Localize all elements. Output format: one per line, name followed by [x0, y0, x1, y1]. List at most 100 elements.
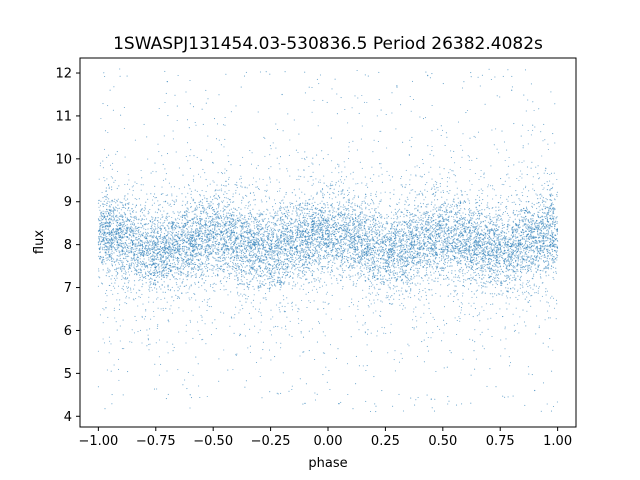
- data-point: [391, 231, 393, 233]
- data-point: [125, 272, 127, 274]
- data-point: [392, 288, 394, 290]
- data-point: [272, 209, 275, 211]
- data-point: [268, 225, 270, 227]
- data-point: [270, 277, 272, 279]
- data-point: [172, 242, 174, 244]
- data-point: [340, 261, 342, 264]
- data-point: [445, 224, 447, 227]
- data-point: [319, 230, 322, 232]
- data-point: [227, 245, 230, 247]
- data-point: [483, 248, 485, 250]
- data-point: [529, 284, 531, 287]
- data-point: [334, 235, 336, 238]
- data-point: [105, 187, 107, 189]
- data-point: [484, 246, 486, 248]
- data-point: [458, 270, 460, 272]
- data-point: [166, 194, 169, 196]
- data-point: [219, 260, 221, 262]
- data-point: [258, 274, 260, 276]
- data-point: [292, 256, 294, 258]
- data-point: [455, 233, 457, 235]
- data-point: [464, 250, 466, 252]
- data-point: [382, 278, 384, 280]
- data-point: [103, 217, 105, 219]
- data-point: [267, 260, 269, 263]
- data-point: [288, 271, 290, 273]
- data-point: [249, 258, 251, 260]
- data-point: [147, 232, 149, 234]
- data-point: [117, 216, 119, 218]
- data-point: [322, 242, 324, 244]
- data-point: [315, 240, 317, 242]
- data-point: [555, 267, 557, 269]
- data-point: [413, 239, 416, 241]
- data-point: [279, 239, 281, 241]
- data-point: [163, 267, 165, 270]
- data-point: [277, 244, 279, 246]
- data-point: [524, 238, 526, 240]
- data-point: [272, 276, 274, 278]
- data-point: [239, 240, 242, 242]
- data-point: [489, 216, 491, 218]
- data-point: [366, 239, 368, 241]
- data-point: [493, 228, 496, 230]
- data-point: [361, 211, 363, 213]
- data-point: [135, 228, 137, 230]
- data-point: [319, 286, 321, 289]
- data-point: [526, 240, 528, 242]
- data-point: [448, 265, 450, 267]
- data-point: [151, 224, 153, 226]
- data-point: [394, 286, 396, 288]
- data-point: [458, 219, 460, 222]
- data-point: [443, 257, 445, 259]
- data-point: [514, 267, 516, 269]
- data-point: [198, 267, 201, 269]
- data-point: [516, 262, 518, 264]
- data-point: [286, 207, 288, 209]
- data-point: [436, 228, 438, 230]
- data-point: [497, 251, 499, 253]
- data-point: [102, 236, 104, 238]
- data-point: [525, 250, 527, 252]
- data-point: [306, 243, 308, 245]
- data-point: [516, 255, 518, 257]
- data-point: [398, 267, 400, 269]
- data-point: [404, 265, 406, 267]
- data-point: [427, 231, 429, 233]
- data-point: [209, 220, 212, 223]
- data-point: [212, 236, 214, 238]
- data-point: [199, 224, 201, 226]
- data-point: [342, 263, 344, 265]
- data-point: [128, 238, 130, 240]
- data-point: [238, 259, 240, 261]
- data-point: [199, 194, 201, 196]
- data-point: [152, 254, 154, 256]
- data-point: [340, 279, 342, 281]
- data-point: [501, 224, 504, 226]
- data-point: [506, 229, 508, 231]
- data-point: [426, 255, 428, 257]
- data-point: [245, 237, 247, 239]
- data-point: [272, 222, 274, 224]
- data-point: [131, 227, 133, 229]
- data-point: [276, 282, 278, 284]
- data-point: [301, 226, 303, 228]
- data-point: [272, 206, 274, 208]
- data-point: [304, 263, 306, 265]
- data-point: [198, 201, 200, 203]
- data-point: [341, 288, 344, 290]
- data-point: [234, 235, 236, 237]
- data-point: [410, 189, 412, 191]
- data-point: [507, 245, 509, 247]
- data-point: [200, 253, 202, 255]
- data-point: [318, 259, 320, 261]
- data-point: [338, 204, 340, 206]
- data-point: [301, 265, 303, 267]
- data-point: [345, 209, 347, 211]
- data-point: [255, 254, 257, 256]
- data-point: [225, 281, 228, 283]
- data-point: [345, 258, 348, 260]
- data-point: [540, 255, 542, 257]
- data-point: [263, 238, 265, 240]
- data-point: [547, 221, 549, 223]
